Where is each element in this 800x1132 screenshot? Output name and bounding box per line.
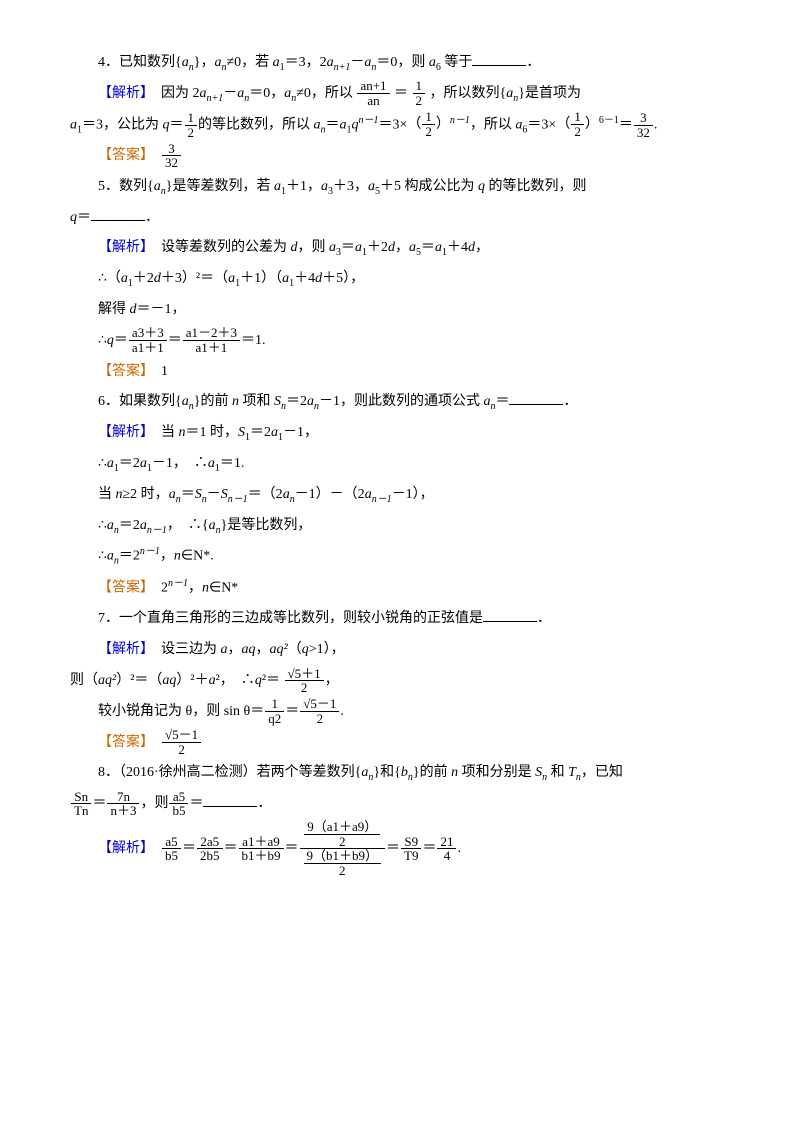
answer-label: 【答案】 — [98, 148, 147, 163]
q4-problem: 4．已知数列{an}，an≠0，若 a1＝3，2an+1－an＝0，则 a6 等… — [70, 48, 730, 79]
q8-problem-2: SnTn＝7nn＋3，则a5b5＝． — [70, 789, 730, 820]
q6-answer: 【答案】 2n－1，n∈N* — [70, 573, 730, 604]
q7-answer: 【答案】 √5－12 — [70, 728, 730, 759]
q8-analysis: 【解析】 a5b5＝2a52b5＝a1＋a9b1＋b9＝9（a1＋a9）29（b… — [70, 820, 730, 878]
q5-answer: 【答案】 1 — [70, 357, 730, 388]
q5-problem-2: q＝． — [70, 203, 730, 234]
q6-ana-1: 【解析】 当 n＝1 时，S1＝2a1－1， — [70, 418, 730, 449]
q4-frac-half: 12 — [413, 79, 426, 107]
q5-analysis-4: ∴q＝a3＋3a1＋1＝a1－2＋3a1＋1＝1. — [70, 326, 730, 357]
q6-ana-3: 当 n≥2 时，an＝Sn－Sn－1＝（2an－1）－（2an－1－1）， — [70, 480, 730, 511]
q8-blank — [203, 792, 257, 807]
q6-ana-4: ∴an＝2an－1， ∴{an}是等比数列， — [70, 511, 730, 542]
q6-problem: 6．如果数列{an}的前 n 项和 Sn＝2an－1，则此数列的通项公式 an＝… — [70, 387, 730, 418]
q5-blank — [91, 206, 145, 221]
q4-text: 4．已知数列{an}，an≠0，若 a1＝3，2an+1－an＝0，则 a6 等… — [98, 55, 472, 70]
q4-blank — [472, 51, 526, 66]
q4-analysis-line2: a1＝3，公比为 q＝12的等比数列，所以 an＝a1qn－1＝3×（12）n－… — [70, 110, 730, 141]
q6-ana-5: ∴an＝2n－1，n∈N*. — [70, 541, 730, 572]
page: 4．已知数列{an}，an≠0，若 a1＝3，2an+1－an＝0，则 a6 等… — [0, 0, 800, 1132]
analysis-label: 【解析】 — [98, 86, 147, 101]
q7-ana-2: 则（aq²）²＝（aq）²＋a²， ∴q²＝ √5＋12， — [70, 666, 730, 697]
q4-analysis-line1: 【解析】 因为 2an+1－an＝0，an≠0，所以 an+1an ＝ 12 ，… — [70, 79, 730, 110]
q8-nested-frac: 9（a1＋a9）29（b1＋b9）2 — [300, 820, 386, 878]
q6-ana-2: ∴a1＝2a1－1， ∴a1＝1. — [70, 449, 730, 480]
q5-analysis-2: ∴（a1＋2d＋3）²＝（a1＋1）（a1＋4d＋5）， — [70, 264, 730, 295]
q7-blank — [483, 607, 537, 622]
q5-analysis-1: 【解析】 设等差数列的公差为 d，则 a3＝a1＋2d，a5＝a1＋4d， — [70, 233, 730, 264]
q5-problem: 5．数列{an}是等差数列，若 a1＋1，a3＋3，a5＋5 构成公比为 q 的… — [70, 172, 730, 203]
q5-analysis-3: 解得 d＝－1， — [70, 295, 730, 326]
q7-ana-3: 较小锐角记为 θ，则 sin θ＝1q2＝√5－12. — [70, 697, 730, 728]
q8-problem-1: 8．（2016·徐州高二检测）若两个等差数列{an}和{bn}的前 n 项和分别… — [70, 758, 730, 789]
q4-answer: 【答案】 332 — [70, 141, 730, 172]
q7-problem: 7．一个直角三角形的三边成等比数列，则较小锐角的正弦值是． — [70, 604, 730, 635]
q7-ana-1: 【解析】 设三边为 a，aq，aq²（q>1）， — [70, 635, 730, 666]
q4-frac-ratio: an+1an — [357, 79, 389, 107]
q6-blank — [509, 390, 563, 405]
